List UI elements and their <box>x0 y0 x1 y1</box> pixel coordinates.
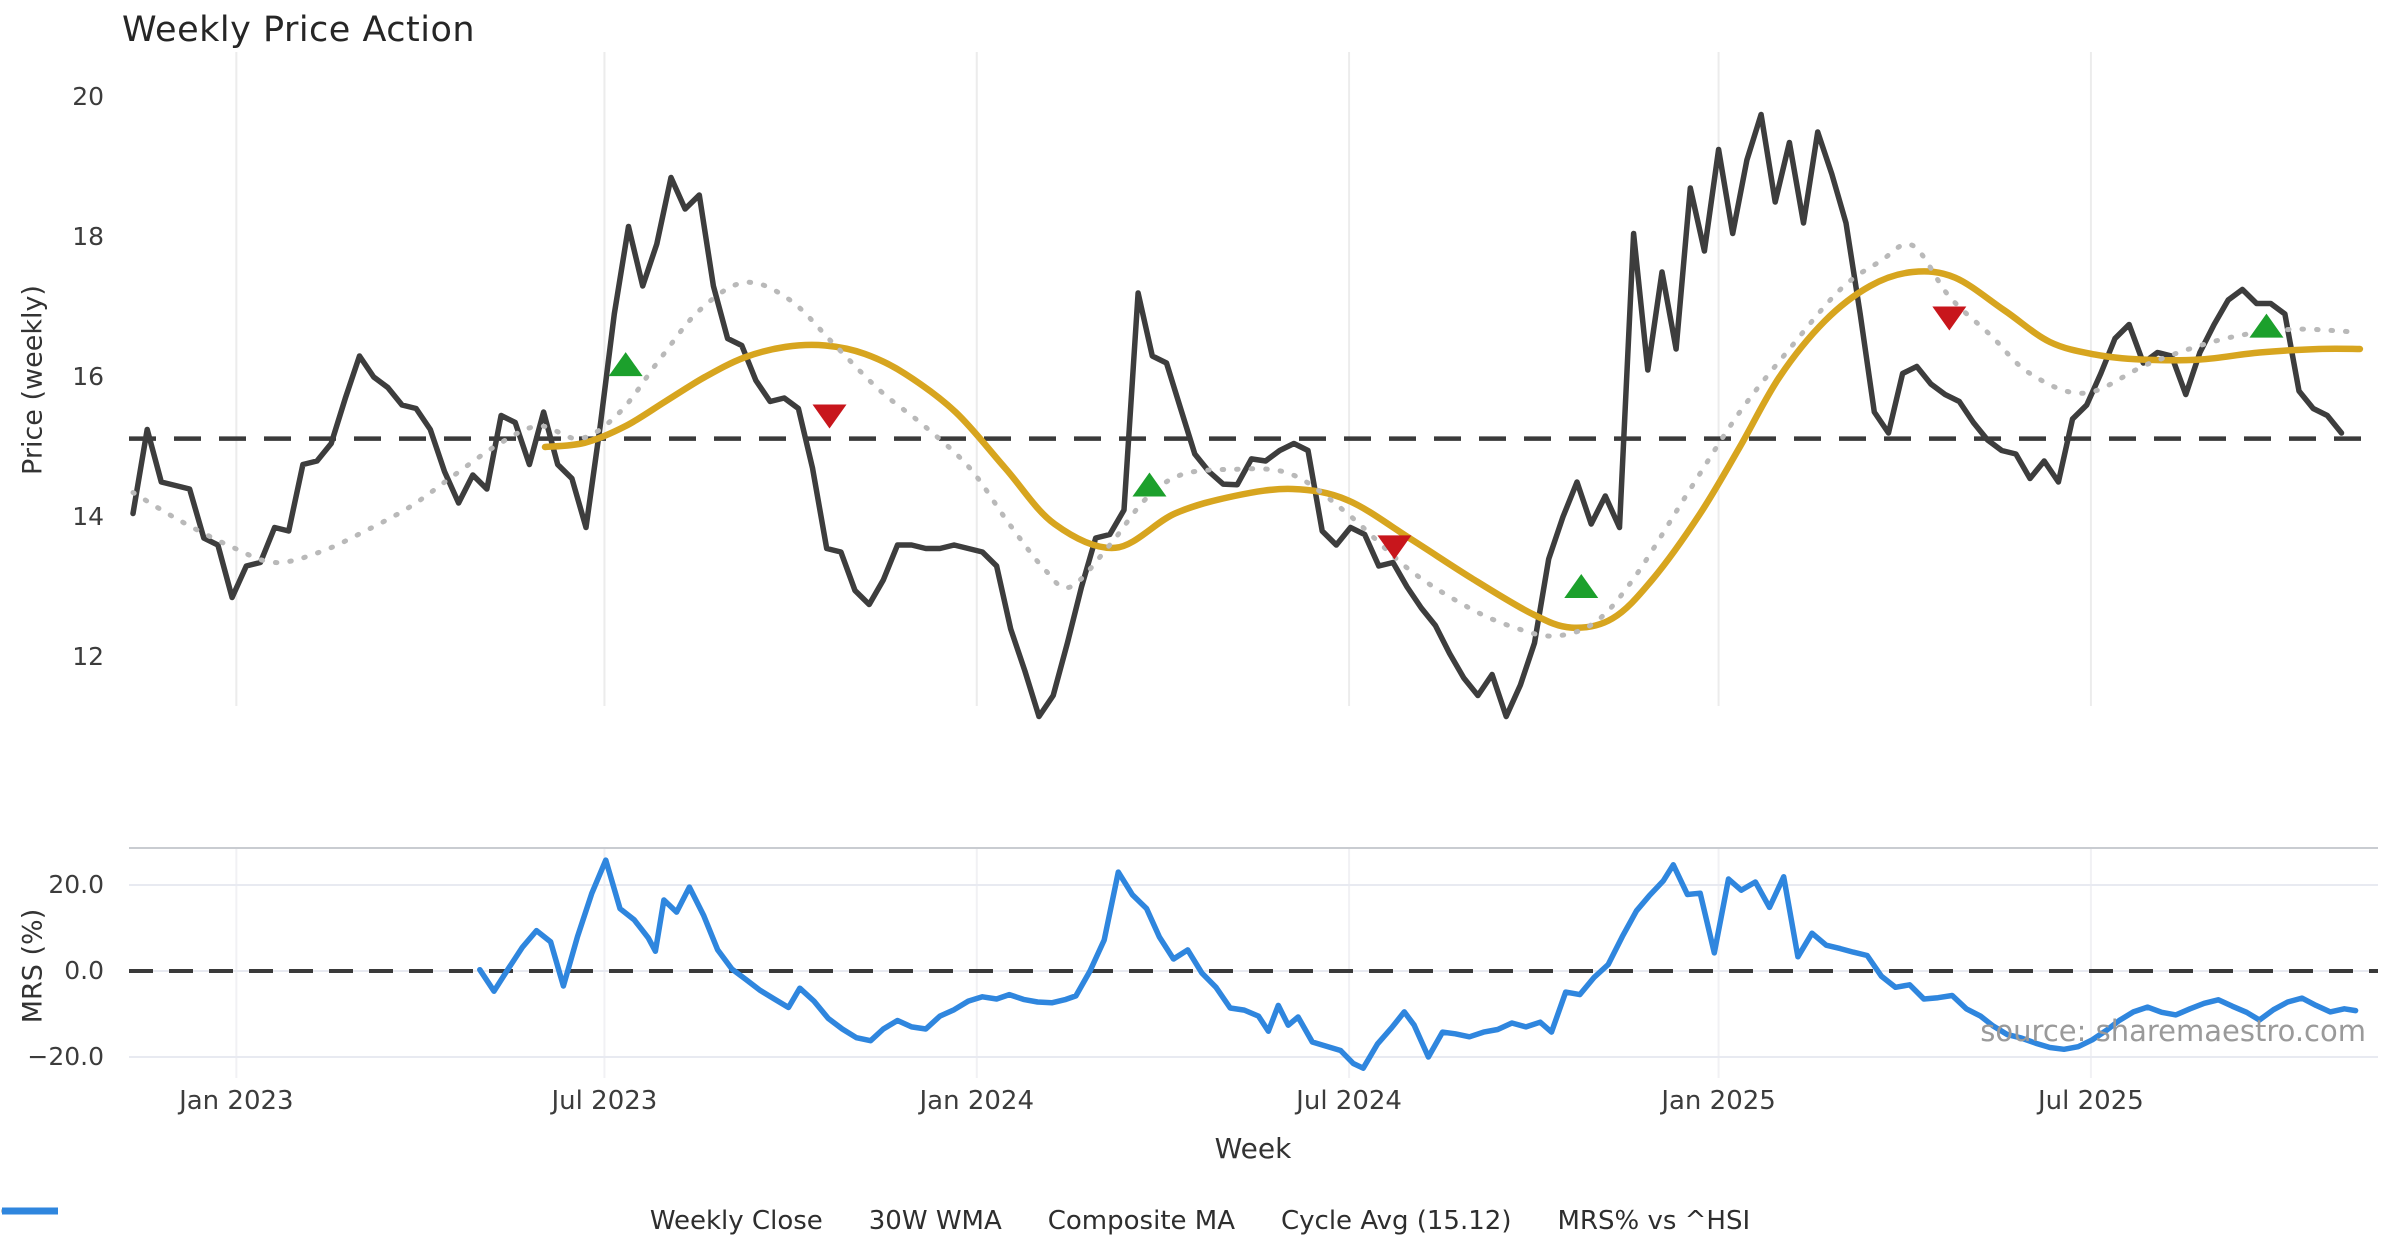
legend-item-cycle-avg: Cycle Avg (15.12) <box>2 1206 1512 1236</box>
x-tick-label: Jul 2025 <box>2038 1086 2144 1116</box>
buy-signal-triangle-up-icon <box>2249 313 2284 338</box>
watermark: source: sharemaestro.com <box>1980 1014 2366 1048</box>
line-swatch-solid-blue-icon <box>2 1207 58 1215</box>
legend: Weekly Close 30W WMA Composite MA Cycle … <box>0 1206 2400 1236</box>
series-composite-line <box>130 241 2350 639</box>
legend-label: Weekly Close <box>649 1206 823 1236</box>
legend-item-wma: 30W WMA <box>2 1206 1002 1236</box>
mrs-tick-label: −20.0 <box>27 1042 104 1071</box>
buy-signal-triangle-up-icon <box>1132 472 1167 497</box>
buy-signal-triangle-up-icon <box>1564 574 1599 598</box>
series-close-line <box>130 111 2345 720</box>
price-tick-label: 20 <box>72 82 104 111</box>
x-axis-title: Week <box>1214 1132 1292 1165</box>
page-title: Weekly Price Action <box>122 10 476 50</box>
sell-signal-triangle-down-icon <box>1932 306 1967 331</box>
x-tick-label: Jan 2023 <box>179 1086 294 1116</box>
mrs-tick-label: 20.0 <box>48 870 104 899</box>
series-wma-line <box>541 268 2364 632</box>
legend-label: Composite MA <box>1047 1206 1235 1236</box>
x-tick-label: Jan 2025 <box>1661 1086 1776 1116</box>
series-mrs-line <box>477 857 2359 1071</box>
legend-item-mrs: MRS% vs ^HSI <box>2 1206 1751 1236</box>
legend-item-weekly-close: Weekly Close <box>2 1206 823 1236</box>
sell-signal-triangle-down-icon <box>812 404 847 429</box>
sell-signal-triangle-down-icon <box>1377 535 1412 560</box>
price-tick-label: 14 <box>72 502 104 531</box>
legend-label: 30W WMA <box>868 1206 1002 1236</box>
price-tick-label: 16 <box>72 362 104 391</box>
x-tick-label: Jul 2024 <box>1296 1086 1402 1116</box>
legend-item-composite: Composite MA <box>1 1206 1235 1236</box>
mrs-tick-label: 0.0 <box>64 956 104 985</box>
price-tick-label: 18 <box>72 222 104 251</box>
buy-signal-triangle-up-icon <box>608 352 643 377</box>
x-tick-label: Jul 2023 <box>551 1086 658 1116</box>
legend-label: Cycle Avg (15.12) <box>1281 1206 1512 1236</box>
legend-label: MRS% vs ^HSI <box>1557 1206 1751 1236</box>
price-tick-label: 12 <box>72 642 104 671</box>
x-tick-label: Jan 2024 <box>919 1086 1034 1116</box>
